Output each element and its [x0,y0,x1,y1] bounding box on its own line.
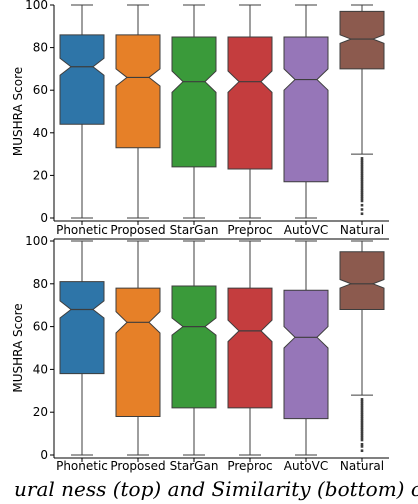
flier-point [360,419,364,423]
x-tick-label: Phonetic [56,223,108,237]
y-axis-title: MUSHRA Score [11,303,25,392]
box-proposed [115,34,161,149]
flier-point [360,203,364,207]
flier-point [360,189,364,192]
y-tick-label: 40 [33,126,48,140]
flier-point [360,434,364,438]
flier-point [360,212,364,216]
caption-text: ural ness (top) and Similarity (bottom) … [14,477,418,501]
y-tick-label: 0 [40,211,48,225]
x-tick-label: AutoVC [284,459,328,473]
flier-point [360,449,364,453]
flier-point [360,415,364,418]
y-tick-label: 80 [33,277,48,291]
x-tick-label: Natural [340,459,384,473]
flier-point [360,199,364,203]
y-tick-label: 40 [33,362,48,376]
box-natural [339,251,385,310]
flier-point [360,428,364,431]
flier-point [360,445,364,448]
x-tick-label: StarGan [170,459,219,473]
flier-point [360,197,364,201]
flier-point [360,191,364,194]
y-tick-label: 20 [33,168,48,182]
y-tick-label: 60 [33,83,48,97]
flier-point [360,161,364,164]
box-phonetic [59,281,105,375]
flier-point [360,182,364,186]
flier-point [360,180,364,184]
x-tick-label: StarGan [170,223,219,237]
flier-point [360,169,364,173]
box-autovc [283,289,329,420]
flier-point [360,167,364,171]
flier-point [360,171,364,175]
flier-point [360,163,364,167]
flier-point [360,398,364,401]
flier-point [360,436,364,440]
box-proposed [115,287,161,417]
x-tick-label: Proposed [110,459,165,473]
x-tick-label: Preproc [227,223,272,237]
box-natural [339,10,385,70]
flier-point [360,184,364,188]
flier-point [360,157,364,160]
flier-point [360,425,364,429]
box-preproc [227,36,273,170]
x-tick-label: AutoVC [284,223,328,237]
box-stargan [171,285,217,409]
box-stargan [171,36,217,168]
flier-point [360,408,364,412]
x-tick-label: Phonetic [56,459,108,473]
flier-point [360,417,364,420]
flier-point [360,208,364,211]
flier-point [360,410,364,414]
flier-point [360,443,364,446]
box-phonetic [59,34,105,125]
flier-point [360,195,364,198]
y-tick-label: 100 [25,0,48,12]
flier-point [360,174,364,177]
flier-point [360,423,364,427]
y-tick-label: 60 [33,320,48,334]
flier-point [360,402,364,405]
bottom-panel: 0 20 40 60 80 100 MUSHRA Score Phonetic Proposed… [11,234,389,473]
box-autovc [283,36,329,183]
y-tick-label: 20 [33,405,48,419]
top-panel: 0 20 40 60 80 100 MUSHRA Score Phonetic Proposed… [11,0,389,237]
flier-point [360,193,364,196]
flier-point [360,400,364,403]
flier-point [360,404,364,408]
flier-point [360,421,364,425]
flier-point [360,176,364,179]
flier-point [360,438,364,442]
flier-point [360,406,364,410]
y-tick-label: 100 [25,234,48,248]
y-axis-title: MUSHRA Score [11,67,25,156]
flier-point [360,430,364,433]
x-tick-label: Proposed [110,223,165,237]
x-tick-label: Preproc [227,459,272,473]
box-preproc [227,287,273,409]
flier-point [360,165,364,169]
y-tick-label: 0 [40,448,48,462]
flier-point [360,432,364,435]
flier-point [360,186,364,190]
x-tick-label: Natural [340,223,384,237]
flier-point [360,413,364,416]
y-tick-label: 80 [33,41,48,55]
flier-point [360,159,364,162]
flier-point [360,178,364,181]
